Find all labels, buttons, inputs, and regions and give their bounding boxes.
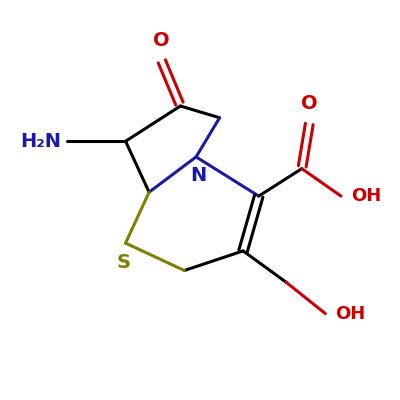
Text: O: O bbox=[152, 31, 169, 50]
Text: O: O bbox=[301, 94, 318, 113]
Text: H₂N: H₂N bbox=[20, 132, 61, 151]
Text: OH: OH bbox=[335, 304, 365, 322]
Text: OH: OH bbox=[351, 187, 381, 205]
Text: S: S bbox=[117, 253, 131, 272]
Text: N: N bbox=[190, 166, 206, 184]
